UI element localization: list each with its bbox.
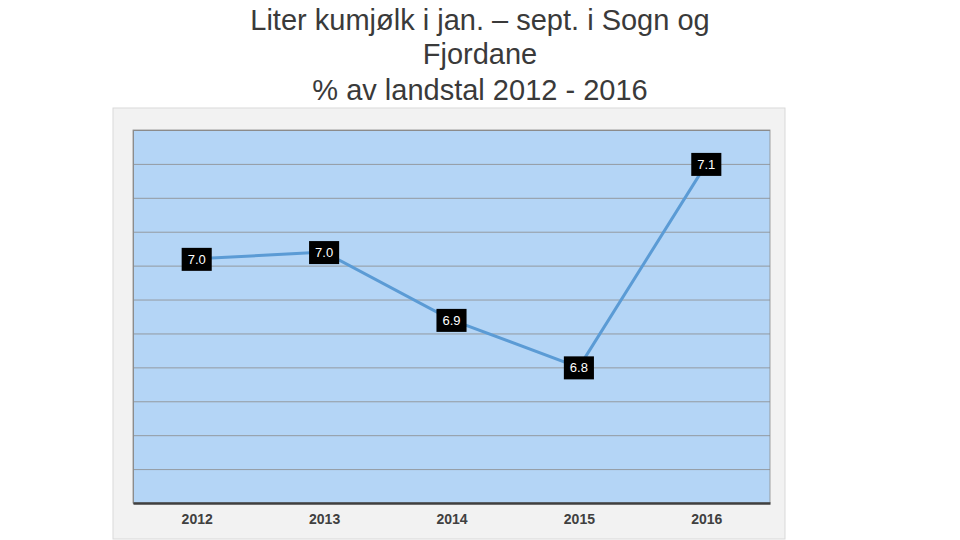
data-label: 7.0	[182, 248, 212, 271]
x-tick-label: 2012	[182, 511, 213, 527]
y-axis	[133, 131, 770, 504]
x-tick: 2013	[309, 503, 340, 527]
subtitle: % av landstal 2012 - 2016	[312, 74, 647, 106]
title-line: Liter kumjølk i jan. – sept. i Sogn og	[250, 4, 709, 36]
data-label: 6.9	[436, 309, 466, 332]
data-label-box	[691, 153, 721, 176]
data-label-box	[564, 356, 594, 379]
y-tick	[133, 469, 770, 470]
y-tick	[133, 232, 770, 233]
y-tick	[133, 164, 770, 165]
x-tick: 2014	[436, 503, 467, 527]
data-label-box	[309, 241, 339, 264]
data-label-text: 7.1	[697, 157, 715, 172]
line	[197, 164, 707, 367]
x-axis-line	[134, 502, 771, 505]
data-label: 7.1	[691, 153, 721, 176]
data-label-text: 6.9	[442, 313, 460, 328]
title-line: Fjordane	[423, 38, 537, 70]
y-axis-line	[134, 131, 771, 504]
chart: Liter kumjølk i jan. – sept. i Sogn ogFj…	[0, 0, 960, 540]
x-tick-label: 2016	[691, 511, 722, 527]
grid-line	[133, 367, 770, 368]
grid-line	[133, 198, 770, 199]
grid-line	[133, 503, 770, 504]
plot-area	[133, 130, 770, 503]
grid-line	[133, 164, 770, 165]
data-label: 6.8	[564, 356, 594, 379]
grid-line	[133, 300, 770, 301]
x-tick-label: 2013	[309, 511, 340, 527]
data-label-box	[182, 248, 212, 271]
y-tick	[133, 401, 770, 402]
grid-line	[133, 469, 770, 470]
grid-line	[133, 401, 770, 402]
title: Liter kumjølk i jan. – sept. i Sogn ogFj…	[250, 4, 709, 70]
data-label-text: 7.0	[188, 252, 206, 267]
x-tick-label: 2014	[436, 511, 467, 527]
grid-line	[133, 130, 770, 131]
grid-line	[133, 435, 770, 436]
data-label: 7.0	[309, 241, 339, 264]
x-tick: 2016	[691, 503, 722, 527]
marks	[197, 164, 707, 367]
y-tick	[133, 333, 770, 334]
chart-frame	[113, 108, 785, 539]
data-label-box	[436, 309, 466, 332]
y-tick	[133, 300, 770, 301]
x-axis: 2012 2013 2014 2015 2016	[134, 503, 771, 527]
x-tick: 2012	[182, 503, 213, 527]
y-tick	[133, 503, 770, 504]
y-tick	[133, 198, 770, 199]
grid-line	[133, 333, 770, 334]
data-label-text: 7.0	[315, 245, 333, 260]
y-tick	[133, 266, 770, 267]
x-tick-label: 2015	[564, 511, 595, 527]
data-label-text: 6.8	[570, 360, 588, 375]
data-labels: 7.0 7.0 6.9 6.8 7.1	[182, 153, 722, 379]
grid-line	[133, 232, 770, 233]
y-tick	[133, 367, 770, 368]
y-tick	[133, 435, 770, 436]
x-tick: 2015	[564, 503, 595, 527]
grid-line	[133, 266, 770, 267]
y-tick	[133, 130, 770, 131]
